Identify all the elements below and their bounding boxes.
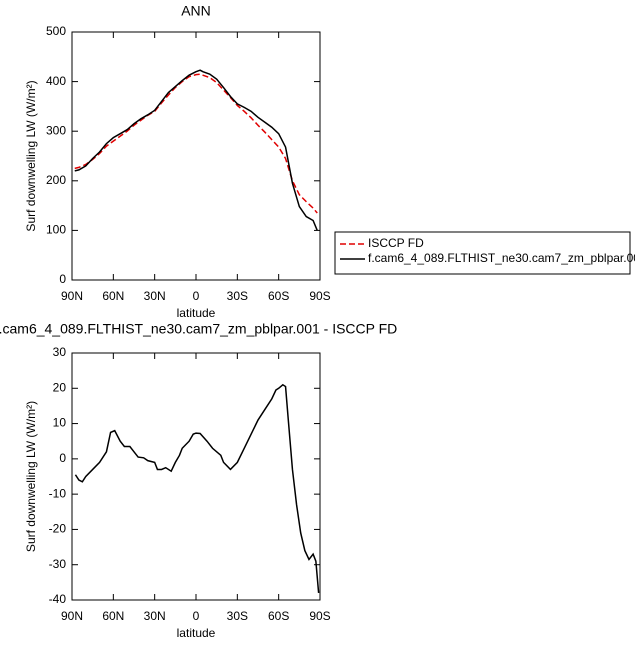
legend: ISCCP FDf.cam6_4_089.FLTHIST_ne30.cam7_z… (334, 231, 635, 275)
legend-label: ISCCP FD (368, 236, 424, 250)
y-tick-label: 0 (59, 451, 66, 465)
x-tick-label: 60N (102, 289, 124, 303)
plot-frame (71, 31, 321, 281)
x-tick-label: 90S (309, 609, 330, 623)
y-tick-label: -10 (49, 486, 67, 500)
x-tick-label: 60S (268, 609, 289, 623)
y-tick-label: 500 (46, 24, 66, 38)
y-tick-label: 400 (46, 74, 66, 88)
y-tick-label: -40 (49, 592, 67, 606)
x-tick-label: 60S (268, 289, 289, 303)
x-tick-label: 30S (227, 609, 248, 623)
x-axis-label: latitude (177, 306, 216, 320)
x-axis-label: latitude (177, 626, 216, 640)
y-tick-label: -20 (49, 522, 67, 536)
chart-title: f.cam6_4_089.FLTHIST_ne30.cam7_zm_pblpar… (0, 321, 397, 337)
y-axis-label: Surf downwelling LW (W/m²) (24, 80, 38, 231)
plot-frame (71, 352, 321, 601)
x-tick-label: 90N (61, 609, 83, 623)
y-tick-label: -30 (49, 557, 67, 571)
data-line (74, 383, 320, 594)
y-tick-label: 20 (53, 380, 67, 394)
y-tick-label: 200 (46, 173, 66, 187)
data-line (74, 69, 318, 231)
x-tick-label: 30N (144, 609, 166, 623)
x-tick-label: 60N (102, 609, 124, 623)
x-tick-label: 0 (193, 609, 200, 623)
y-tick-label: 10 (53, 416, 67, 430)
y-tick-label: 100 (46, 223, 66, 237)
y-tick-label: 300 (46, 123, 66, 137)
y-tick-label: 30 (53, 345, 67, 359)
x-tick-label: 90N (61, 289, 83, 303)
x-tick-label: 30S (227, 289, 248, 303)
legend-box (334, 231, 631, 275)
chart-title: ANN (181, 3, 211, 19)
legend-label: f.cam6_4_089.FLTHIST_ne30.cam7_zm_pblpar… (368, 251, 635, 265)
x-tick-label: 0 (193, 289, 200, 303)
y-axis-label: Surf downwelling LW (W/m²) (24, 401, 38, 552)
x-tick-label: 30N (144, 289, 166, 303)
y-tick-label: 0 (59, 272, 66, 286)
data-line (74, 73, 318, 214)
x-tick-label: 90S (309, 289, 330, 303)
